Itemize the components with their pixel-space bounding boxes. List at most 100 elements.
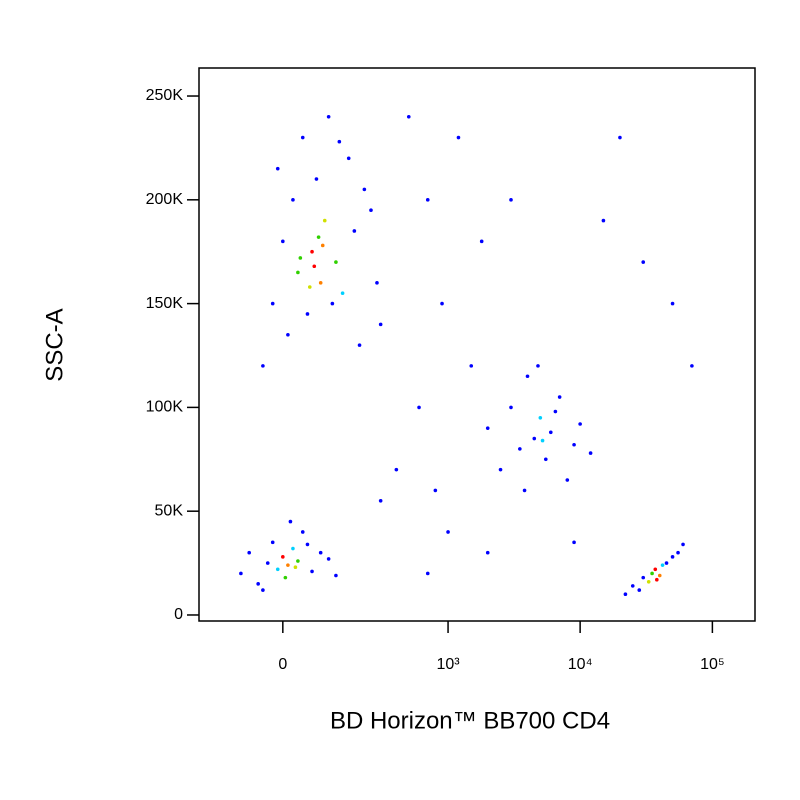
dot (690, 364, 694, 368)
plot-frame (198, 67, 756, 622)
x-tick-label: 10⁴ (568, 656, 593, 673)
dot (637, 588, 642, 592)
y-tick-label: 50K (155, 502, 184, 519)
dot (291, 198, 295, 202)
dot (318, 550, 323, 555)
dot (312, 264, 317, 269)
dot (291, 546, 295, 551)
dot (239, 571, 243, 576)
x-tick-label: 0 (278, 656, 287, 673)
dot (394, 467, 399, 472)
dot (532, 436, 537, 441)
dot (300, 135, 305, 140)
y-tick-label: 250K (146, 87, 184, 104)
dot (565, 478, 570, 482)
dot (305, 542, 310, 547)
dot (641, 575, 646, 580)
dot (572, 442, 576, 447)
dot (305, 312, 310, 316)
dot (538, 415, 543, 420)
dot (456, 135, 461, 140)
dot (469, 364, 474, 368)
y-tick-label: 150K (146, 295, 184, 312)
dot (650, 571, 654, 576)
dot (588, 451, 593, 455)
dot (300, 530, 305, 534)
y-tick-label: 200K (146, 191, 184, 208)
dot (334, 573, 338, 578)
dot (293, 565, 298, 570)
dot (522, 488, 527, 493)
dot (509, 198, 513, 202)
dot (664, 561, 669, 565)
dot (378, 499, 383, 503)
dot (518, 447, 522, 451)
dot (369, 208, 373, 212)
y-axis-title: SSC-A (41, 308, 68, 381)
dot (320, 243, 325, 248)
dot (657, 573, 662, 578)
dot (283, 575, 288, 580)
dot (641, 260, 646, 264)
dot (337, 139, 342, 144)
dot (681, 542, 685, 547)
dot (601, 218, 606, 223)
dot (326, 557, 331, 561)
dot (322, 218, 327, 223)
dot (425, 198, 430, 202)
dot (247, 550, 251, 555)
dot (670, 301, 675, 306)
dot (256, 582, 260, 586)
dot (525, 374, 530, 379)
dot (362, 187, 367, 192)
dot (655, 577, 659, 582)
dot (334, 260, 338, 264)
dot (553, 409, 558, 414)
y-tick-label: 0 (174, 606, 183, 623)
dot (270, 540, 275, 545)
dot (288, 519, 293, 524)
dot (646, 579, 651, 584)
dot (318, 281, 323, 285)
dot (630, 584, 635, 588)
dot (406, 114, 411, 119)
x-tick-label: 10⁵ (700, 656, 724, 673)
dot (557, 395, 562, 399)
dot (548, 430, 553, 435)
dot (286, 332, 290, 337)
dot (433, 488, 438, 493)
dot (660, 563, 665, 567)
dot (618, 135, 622, 140)
dot (296, 270, 300, 275)
dot (653, 567, 658, 572)
dot (498, 467, 503, 472)
dot (378, 322, 383, 327)
dot (310, 569, 314, 574)
dot (440, 301, 444, 306)
x-tick-label: 10³ (436, 656, 460, 673)
dot (310, 249, 314, 254)
dot (316, 235, 321, 239)
dot (676, 550, 680, 555)
dot (375, 281, 379, 285)
dot (275, 166, 280, 171)
y-tick-label: 100K (146, 399, 184, 416)
dot (286, 563, 290, 567)
dot (352, 229, 357, 233)
dot (540, 438, 545, 443)
dot (326, 114, 331, 119)
dot (314, 177, 319, 181)
dot (307, 285, 312, 289)
dot (485, 426, 490, 430)
dot (425, 571, 430, 576)
dot (623, 592, 628, 597)
dot (485, 550, 490, 555)
dot (670, 555, 675, 559)
dot (261, 588, 265, 592)
x-axis-title: BD Horizon™ BB700 CD4 (330, 707, 610, 734)
dot (572, 540, 576, 545)
dot (265, 561, 270, 565)
dot (446, 530, 450, 534)
dot (270, 301, 275, 306)
